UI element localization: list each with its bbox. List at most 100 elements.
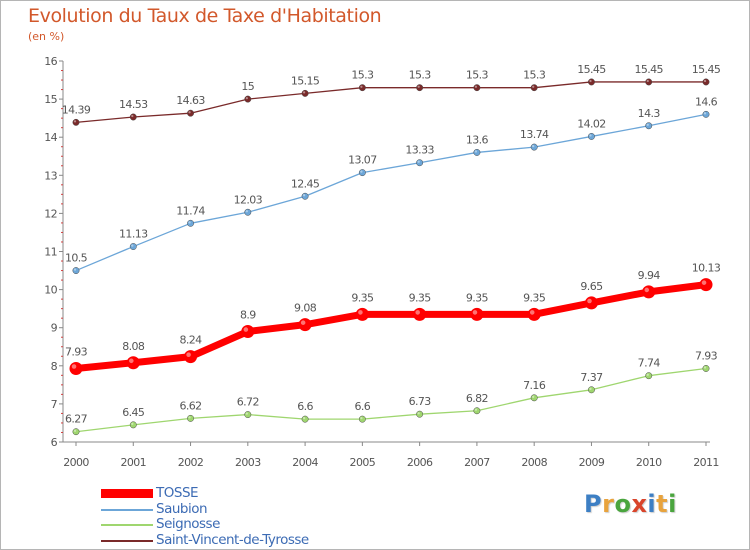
data-label: 13.07 (348, 154, 377, 167)
data-point (588, 78, 595, 86)
x-tick-label: 2000 (63, 456, 89, 469)
data-point-highlight (589, 79, 592, 83)
data-point (187, 109, 194, 117)
data-point (702, 110, 710, 118)
data-point (187, 219, 194, 227)
data-label: 6.73 (409, 395, 432, 408)
data-point (72, 118, 80, 126)
data-point-highlight (73, 429, 77, 432)
data-point-highlight (360, 417, 363, 420)
legend-item: Saubion (101, 501, 361, 517)
data-point-highlight (701, 280, 707, 285)
logo-letter: r (602, 490, 615, 518)
data-label: 7.16 (523, 379, 546, 392)
data-point (301, 415, 309, 423)
data-label: 8.08 (122, 340, 145, 353)
data-point (358, 415, 366, 423)
data-point (69, 361, 83, 375)
legend-item: Seignosse (101, 516, 361, 532)
data-point-highlight (188, 221, 191, 224)
proxiti-logo: Proxiti (584, 490, 677, 518)
data-point (72, 267, 80, 274)
legend-item: Saint-Vincent-de-Tyrosse (101, 532, 361, 548)
data-point (416, 410, 424, 418)
data-point-highlight (474, 150, 478, 153)
data-label: 6.27 (65, 413, 88, 426)
data-point (187, 414, 194, 422)
data-point (241, 325, 255, 339)
logo-letter: P (584, 490, 603, 518)
data-point-highlight (188, 416, 191, 419)
data-point (530, 394, 538, 402)
data-label: 15.3 (466, 69, 489, 82)
y-tick-label: 14 (44, 131, 57, 144)
x-tick-label: 2010 (636, 456, 662, 469)
data-point (72, 428, 80, 436)
legend-label: Seignosse (156, 516, 220, 532)
data-label: 6.62 (179, 399, 201, 412)
data-point-highlight (589, 387, 592, 390)
data-point (301, 89, 309, 97)
y-tick-label: 10 (44, 284, 57, 297)
data-point (588, 132, 595, 140)
data-point (702, 78, 710, 86)
data-label: 14.6 (695, 95, 718, 108)
data-label: 7.93 (65, 345, 88, 358)
x-tick-label: 2005 (350, 456, 376, 469)
data-label: 11.74 (176, 204, 205, 217)
data-point-highlight (245, 210, 248, 213)
data-point (473, 84, 481, 92)
logo-letter: x (631, 490, 648, 518)
data-label: 15.3 (409, 69, 432, 82)
legend-label: Saint-Vincent-de-Tyrosse (156, 531, 309, 548)
data-point-highlight (417, 160, 420, 163)
data-label: 9.35 (351, 291, 374, 304)
x-tick-label: 2011 (693, 456, 719, 469)
x-tick-label: 2008 (521, 456, 547, 469)
data-point-highlight (646, 79, 649, 83)
data-point (699, 278, 713, 292)
logo-letter: o (614, 490, 632, 518)
data-point (642, 285, 656, 299)
data-point (470, 307, 484, 321)
data-point-highlight (703, 112, 707, 115)
y-tick-label: 15 (44, 93, 57, 106)
series-line (75, 367, 707, 433)
chart-series: 10.5 11.13 11.74 12.03 12.45 13.07 13.33 13.6 13… (62, 63, 721, 436)
data-label: 15.45 (692, 63, 721, 76)
data-point (301, 192, 309, 200)
data-label: 14.3 (638, 107, 661, 120)
data-label: 14.53 (119, 98, 148, 111)
data-point (358, 84, 366, 92)
data-label: 9.35 (523, 291, 546, 304)
data-point (645, 122, 653, 130)
legend-swatch (101, 508, 153, 511)
data-point (358, 169, 366, 177)
series-line (75, 113, 707, 272)
data-label: 12.45 (291, 177, 320, 190)
data-point-highlight (303, 417, 306, 420)
logo-letter: t (656, 490, 669, 518)
data-point-highlight (415, 310, 420, 315)
data-label: 10.5 (65, 252, 88, 265)
data-label: 15.45 (577, 63, 606, 76)
data-label: 14.63 (176, 94, 205, 107)
data-label: 13.33 (405, 144, 434, 157)
data-label: 13.6 (466, 133, 489, 146)
data-point-highlight (589, 134, 592, 137)
data-point-highlight (587, 298, 592, 304)
data-point-highlight (532, 395, 535, 398)
data-point (126, 356, 140, 370)
data-point-highlight (474, 85, 478, 88)
legend-swatch (101, 489, 153, 498)
data-label: 9.94 (638, 269, 661, 282)
x-tick-label: 2007 (464, 456, 490, 469)
data-point-highlight (417, 85, 420, 88)
data-label: 9.65 (580, 280, 603, 293)
chart-title: Evolution du Taux de Taxe d'Habitation (28, 5, 382, 27)
data-label: 8.9 (240, 309, 256, 322)
data-point-highlight (644, 287, 650, 293)
data-label: 6.6 (355, 400, 371, 413)
x-tick-label: 2002 (178, 456, 204, 469)
